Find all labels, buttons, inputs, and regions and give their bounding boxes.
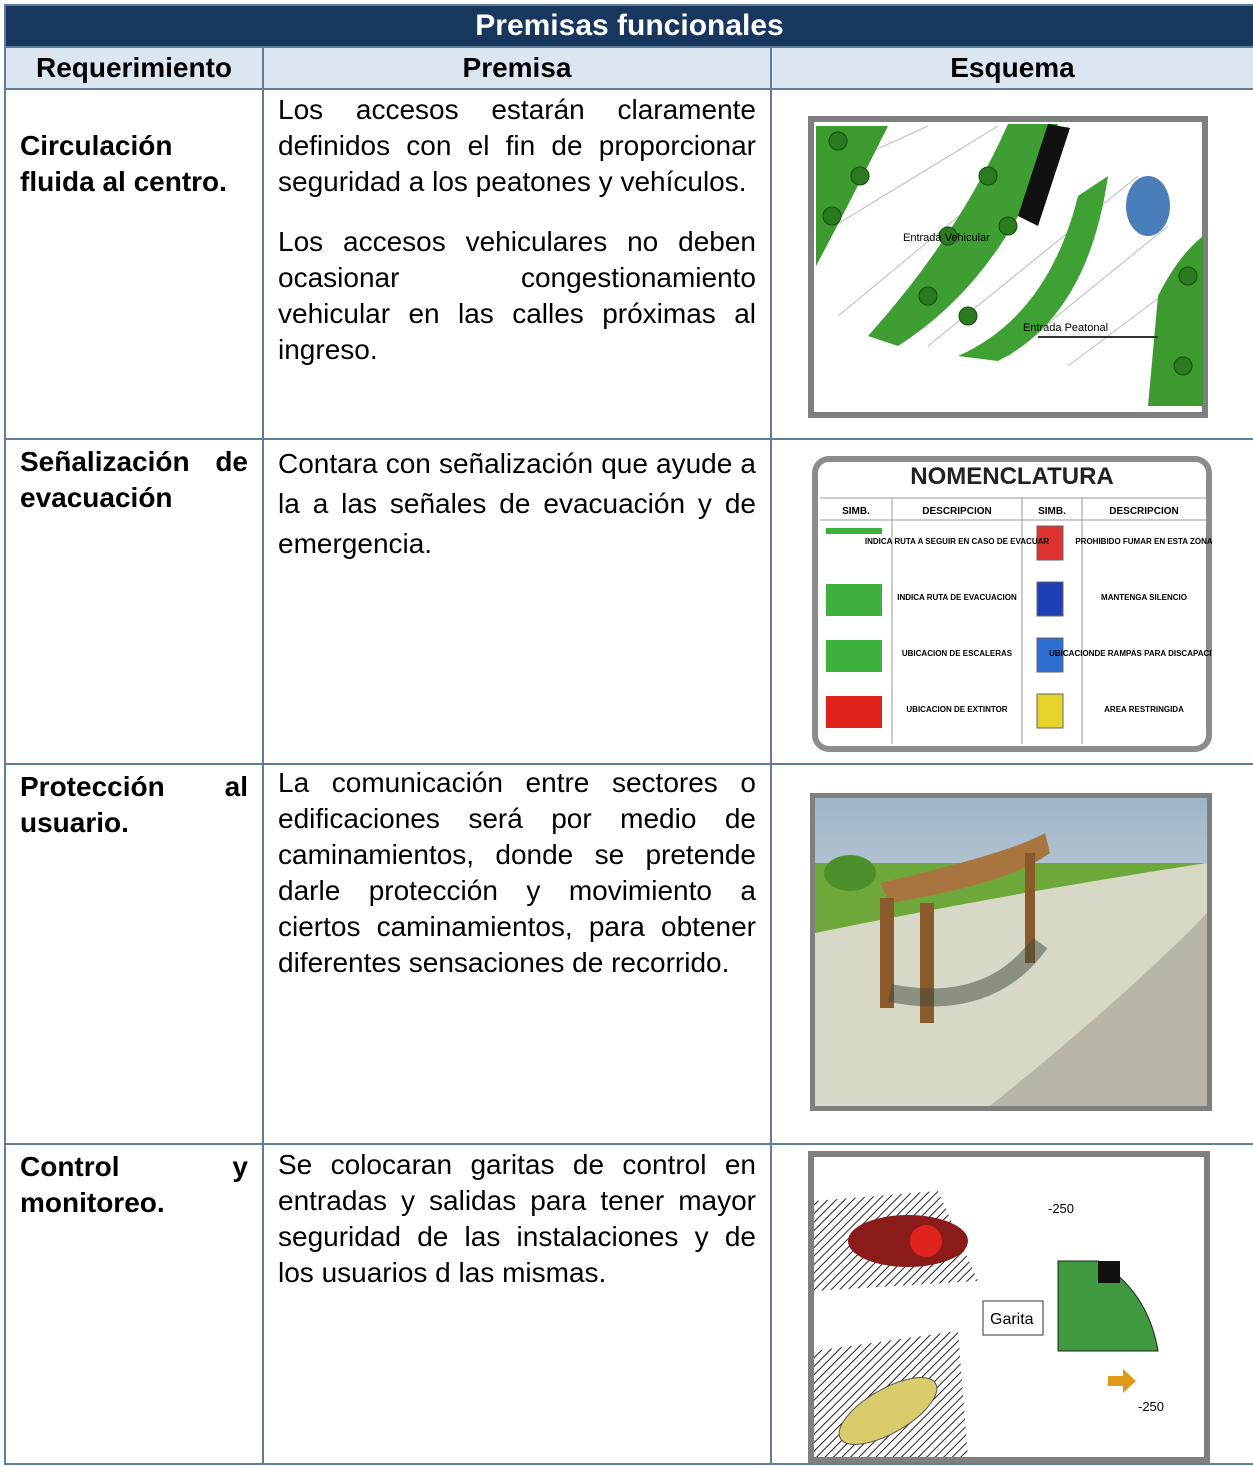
premise: La comunicación entre sectores o edifica… <box>262 763 772 1145</box>
premise-paragraph: Los accesos estarán claramente definidos… <box>278 94 756 197</box>
nomenclature-description: MANTENGA SILENCIO <box>1101 593 1187 602</box>
requirement: Protección al usuario. <box>4 763 264 1145</box>
nomenclature-symbol <box>826 528 882 534</box>
plan-label: Entrada Vehicular <box>903 232 990 244</box>
requirement: Señalización de evacuación <box>4 438 264 765</box>
nomenclature-title: NOMENCLATURA <box>910 463 1114 490</box>
nomenclature-header: SIMB. <box>1038 506 1066 517</box>
schema: Garita -250 -250 <box>769 1143 1253 1465</box>
premises-table: Premisas funcionales Requerimiento Premi… <box>3 4 1253 1465</box>
nomenclature-header: DESCRIPCION <box>1109 506 1178 517</box>
nomenclature-symbol <box>1036 637 1064 673</box>
nomenclature-symbol <box>826 640 882 672</box>
nomenclature-description: UBICACIONDE RAMPAS PARA DISCAPACITADOS <box>1049 649 1212 658</box>
nomenclature-description: UBICACION DE ESCALERAS <box>902 649 1013 658</box>
nomenclature: NOMENCLATURA SIMB. DESCRIPCION SIMB. DESCRI… <box>812 456 1212 752</box>
schema <box>769 763 1253 1145</box>
nomenclature-symbol <box>1036 581 1064 617</box>
column-header: Requerimiento <box>4 46 264 90</box>
premise: Contara con señalización que ayude a la … <box>262 438 772 765</box>
nomenclature-symbol <box>1036 525 1064 561</box>
plan-label: -250 <box>1138 1399 1164 1414</box>
nomenclature-header: SIMB. <box>842 506 870 517</box>
premise-paragraph: Los accesos vehiculares no deben ocasion… <box>278 226 756 365</box>
premise-paragraph: Contara con señalización que ayude a la … <box>278 448 756 559</box>
premise-paragraph: Se colocaran garitas de control en entra… <box>278 1149 756 1288</box>
nomenclature-symbol <box>826 584 882 616</box>
nomenclature-description: INDICA RUTA A SEGUIR EN CASO DE EVACUAR <box>865 537 1050 546</box>
schema: Entrada Vehicular Entrada Peatonal <box>769 88 1253 440</box>
pergola-render <box>810 793 1212 1111</box>
nomenclature-description: PROHIBIDO FUMAR EN ESTA ZONA <box>1075 537 1212 546</box>
premise-paragraph: La comunicación entre sectores o edifica… <box>278 767 756 978</box>
column-header: Esquema <box>769 46 1253 90</box>
guardhouse-plan: Garita -250 -250 <box>808 1151 1210 1463</box>
premise: Se colocaran garitas de control en entra… <box>262 1143 772 1465</box>
requirement: Control y monitoreo. <box>4 1143 264 1465</box>
nomenclature-symbol <box>826 696 882 728</box>
schema: NOMENCLATURA SIMB. DESCRIPCION SIMB. DESCRI… <box>769 438 1253 765</box>
nomenclature-symbol <box>1036 693 1064 729</box>
site-plan: Entrada Vehicular Entrada Peatonal <box>808 116 1208 418</box>
premise: Los accesos estarán claramente definidos… <box>262 88 772 440</box>
table-title: Premisas funcionales <box>3 4 1253 48</box>
plan-label: Entrada Peatonal <box>1023 322 1108 334</box>
requirement: Circulación fluida al centro. <box>4 88 264 440</box>
nomenclature-description: AREA RESTRINGIDA <box>1104 705 1184 714</box>
nomenclature-header: DESCRIPCION <box>922 506 991 517</box>
nomenclature-description: INDICA RUTA DE EVACUACION <box>897 593 1017 602</box>
plan-label: Garita <box>990 1311 1034 1328</box>
column-header: Premisa <box>262 46 772 90</box>
nomenclature-description: UBICACION DE EXTINTOR <box>906 705 1007 714</box>
plan-label: -250 <box>1048 1201 1074 1216</box>
